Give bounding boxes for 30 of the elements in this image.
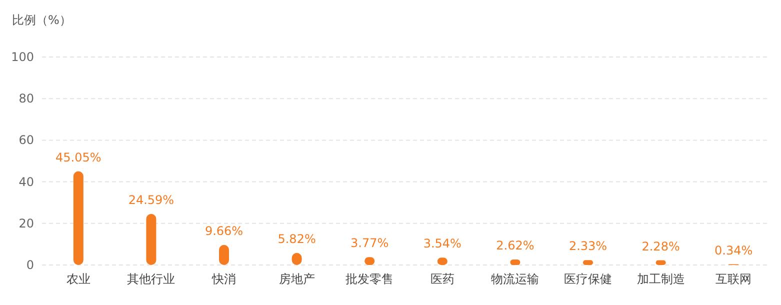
- data-label: 9.66%: [204, 224, 244, 238]
- x-tick-label: 农业: [66, 272, 90, 286]
- x-tick-label: 其他行业: [127, 272, 176, 286]
- data-label: 24.59%: [128, 192, 174, 207]
- y-tick-label: 20: [18, 216, 34, 230]
- bar: [146, 214, 156, 265]
- x-tick-label: 医药: [430, 272, 454, 286]
- y-tick-label: 0: [26, 258, 34, 272]
- bar: [73, 171, 84, 265]
- x-tick-label: 批发零售: [346, 272, 394, 286]
- x-tick-label: 加工制造: [636, 272, 685, 286]
- data-label: 2.33%: [568, 239, 608, 254]
- x-tick-label: 医疗保健: [564, 272, 612, 286]
- y-tick-label: 60: [18, 133, 34, 148]
- data-label: 45.05%: [56, 150, 102, 164]
- data-label: 3.54%: [423, 236, 462, 251]
- x-tick-label: 房地产: [278, 272, 315, 286]
- x-tick-label: 快消: [211, 272, 236, 286]
- data-label: 3.77%: [350, 236, 389, 250]
- data-label: 2.62%: [496, 238, 534, 253]
- bar: [583, 260, 593, 265]
- x-tick-label: 物流运输: [491, 272, 540, 286]
- data-label: 0.34%: [714, 243, 753, 258]
- y-axis-title: 比例（%）: [12, 13, 72, 27]
- data-label: 5.82%: [278, 232, 316, 246]
- y-tick-label: 80: [18, 92, 34, 106]
- y-tick-label: 100: [11, 50, 34, 64]
- x-tick-label: 互联网: [716, 272, 752, 286]
- data-label: 2.28%: [642, 239, 680, 254]
- y-tick-label: 40: [18, 174, 34, 189]
